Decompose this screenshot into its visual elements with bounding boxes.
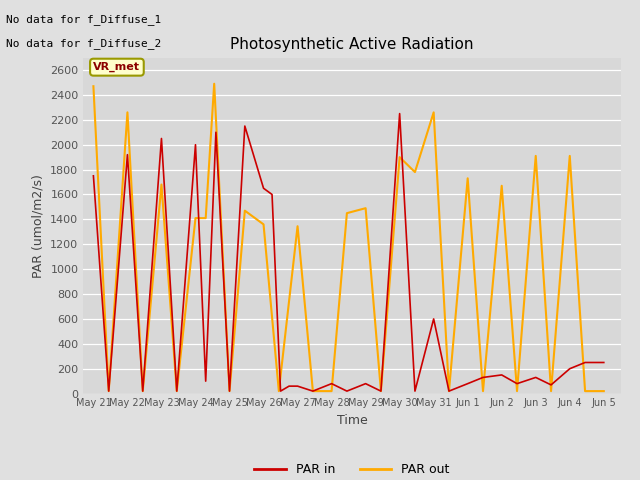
Legend: PAR in, PAR out: PAR in, PAR out: [250, 458, 454, 480]
Text: VR_met: VR_met: [93, 62, 140, 72]
Text: No data for f_Diffuse_2: No data for f_Diffuse_2: [6, 38, 162, 49]
Text: No data for f_Diffuse_1: No data for f_Diffuse_1: [6, 14, 162, 25]
X-axis label: Time: Time: [337, 414, 367, 427]
Title: Photosynthetic Active Radiation: Photosynthetic Active Radiation: [230, 37, 474, 52]
Y-axis label: PAR (umol/m2/s): PAR (umol/m2/s): [31, 174, 45, 277]
